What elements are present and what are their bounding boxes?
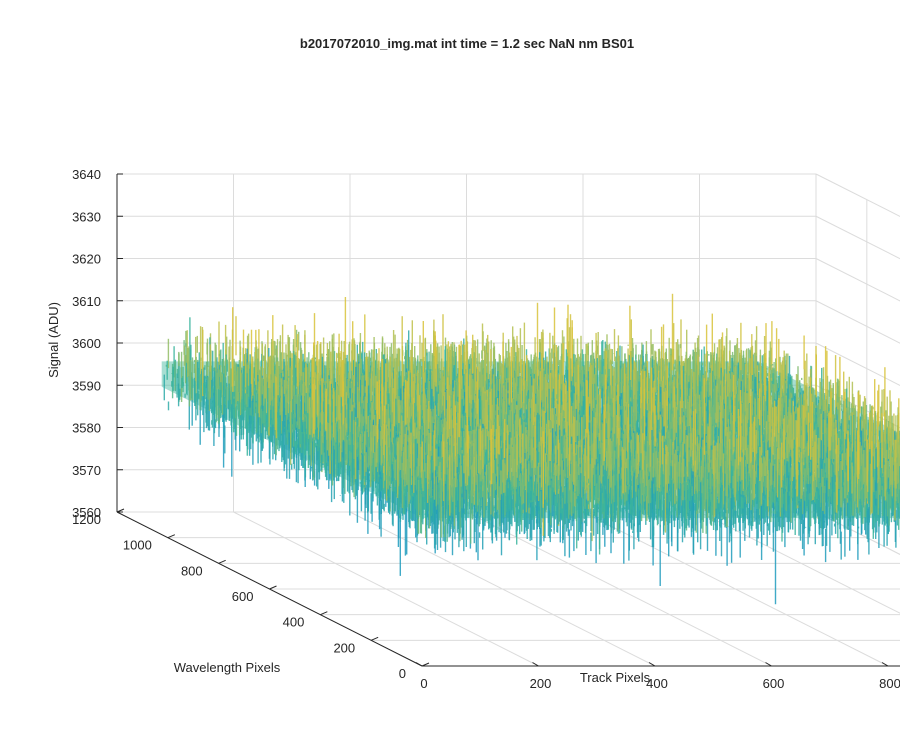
grid-line (816, 216, 900, 370)
grid-line (816, 174, 900, 328)
